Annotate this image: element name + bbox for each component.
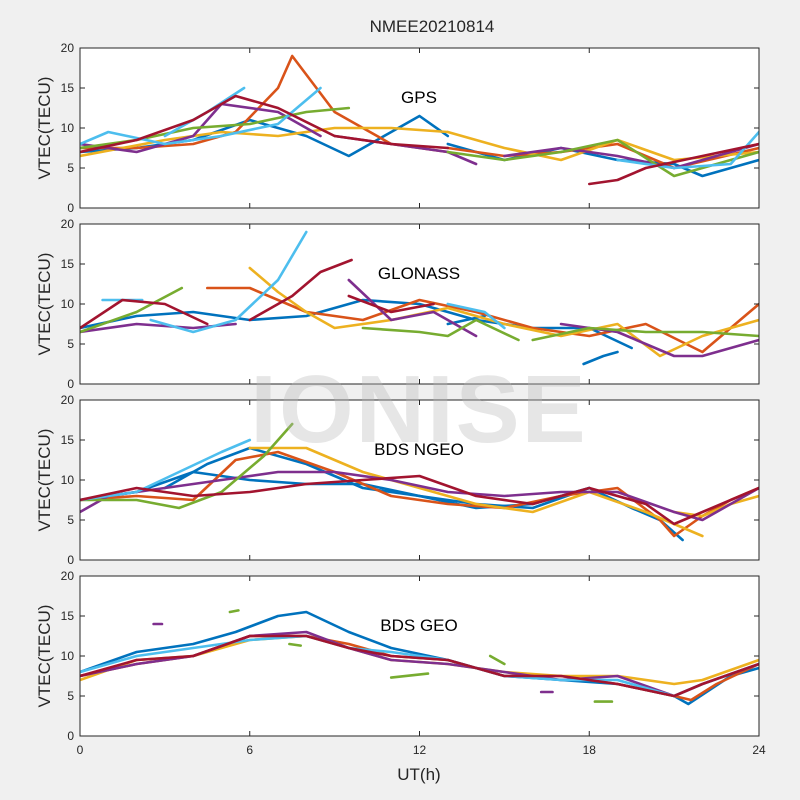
y-tick-label: 15 [61, 433, 75, 447]
series-line-5 [80, 126, 450, 158]
series-line-10 [488, 654, 506, 666]
y-tick-label: 5 [67, 337, 74, 351]
y-tick-label: 0 [67, 553, 74, 567]
panel-bds-geo: 0 5 10 15 20 0 6 12 18 24 VTEC(TECU) BDS GEO [35, 569, 766, 757]
series-line-11 [531, 326, 759, 342]
series-line-10 [361, 318, 520, 342]
series-line-6 [80, 470, 759, 522]
x-tick-label: 18 [583, 743, 597, 757]
chart-title: NMEE20210814 [370, 17, 495, 36]
y-tick-label: 0 [67, 729, 74, 743]
series-line-7 [347, 278, 478, 338]
series-line-13 [80, 634, 759, 698]
series-line-5 [672, 494, 759, 518]
y-tick-label: 0 [67, 377, 74, 391]
panel-label: GPS [401, 88, 437, 107]
y-axis-label: VTEC(TECU) [35, 253, 54, 356]
panel-label: BDS NGEO [374, 440, 464, 459]
series-line-8 [80, 438, 252, 502]
series-line-7 [80, 422, 294, 510]
x-tick-label: 6 [246, 743, 253, 757]
panel-bds-ngeo: 0 5 10 15 20 VTEC(TECU) BDS NGEO [35, 393, 760, 567]
plot-area [80, 400, 759, 560]
series-line-8 [288, 642, 303, 647]
series-line-1 [80, 610, 759, 706]
series-line-13 [149, 230, 308, 334]
x-tick-label: 24 [752, 743, 766, 757]
panel-label: BDS GEO [380, 616, 457, 635]
y-tick-label: 10 [61, 297, 75, 311]
series-line-16 [248, 258, 353, 322]
panels-layer: 0 5 10 15 20 VTEC(TECU) GPS 0 5 10 15 20 VTEC(TECU) G… [35, 41, 766, 757]
y-tick-label: 10 [61, 473, 75, 487]
series-line-12 [80, 86, 322, 146]
series-group [80, 422, 759, 542]
series-line-17 [347, 294, 435, 314]
series-line-14 [446, 302, 506, 330]
series-line-16 [587, 142, 759, 186]
series-line-4 [248, 446, 704, 538]
series-line-7 [228, 609, 240, 614]
y-tick-label: 10 [61, 649, 75, 663]
y-tick-label: 15 [61, 609, 75, 623]
series-line-15 [80, 94, 450, 154]
series-group [80, 230, 759, 366]
y-axis-label: VTEC(TECU) [35, 429, 54, 532]
panel-label: GLONASS [378, 264, 460, 283]
y-tick-label: 5 [67, 161, 74, 175]
series-line-3 [582, 350, 619, 366]
y-tick-label: 15 [61, 257, 75, 271]
y-tick-label: 20 [61, 569, 75, 583]
series-line-9 [80, 286, 184, 334]
panel-glonass: 0 5 10 15 20 VTEC(TECU) GLONASS [35, 217, 760, 391]
y-tick-label: 5 [67, 689, 74, 703]
x-tick-label: 12 [413, 743, 427, 757]
y-tick-label: 15 [61, 81, 75, 95]
series-line-9 [80, 474, 759, 526]
y-tick-label: 20 [61, 41, 75, 55]
y-axis-label: VTEC(TECU) [35, 77, 54, 180]
series-line-15 [80, 298, 209, 330]
series-line-9 [503, 142, 759, 170]
panel-gps: 0 5 10 15 20 VTEC(TECU) GPS [35, 41, 760, 215]
plot-area [80, 48, 759, 208]
series-line-4 [206, 286, 759, 354]
series-group [80, 609, 759, 706]
x-tick-label: 0 [77, 743, 84, 757]
series-line-9 [389, 672, 430, 679]
y-tick-label: 20 [61, 217, 75, 231]
series-line-11 [446, 138, 759, 178]
watermark: IONISE [250, 356, 587, 463]
series-group [80, 54, 759, 186]
y-tick-label: 0 [67, 201, 74, 215]
x-axis-label: UT(h) [397, 765, 440, 784]
y-tick-label: 10 [61, 121, 75, 135]
y-axis-label: VTEC(TECU) [35, 605, 54, 708]
y-tick-label: 20 [61, 393, 75, 407]
y-tick-label: 5 [67, 513, 74, 527]
